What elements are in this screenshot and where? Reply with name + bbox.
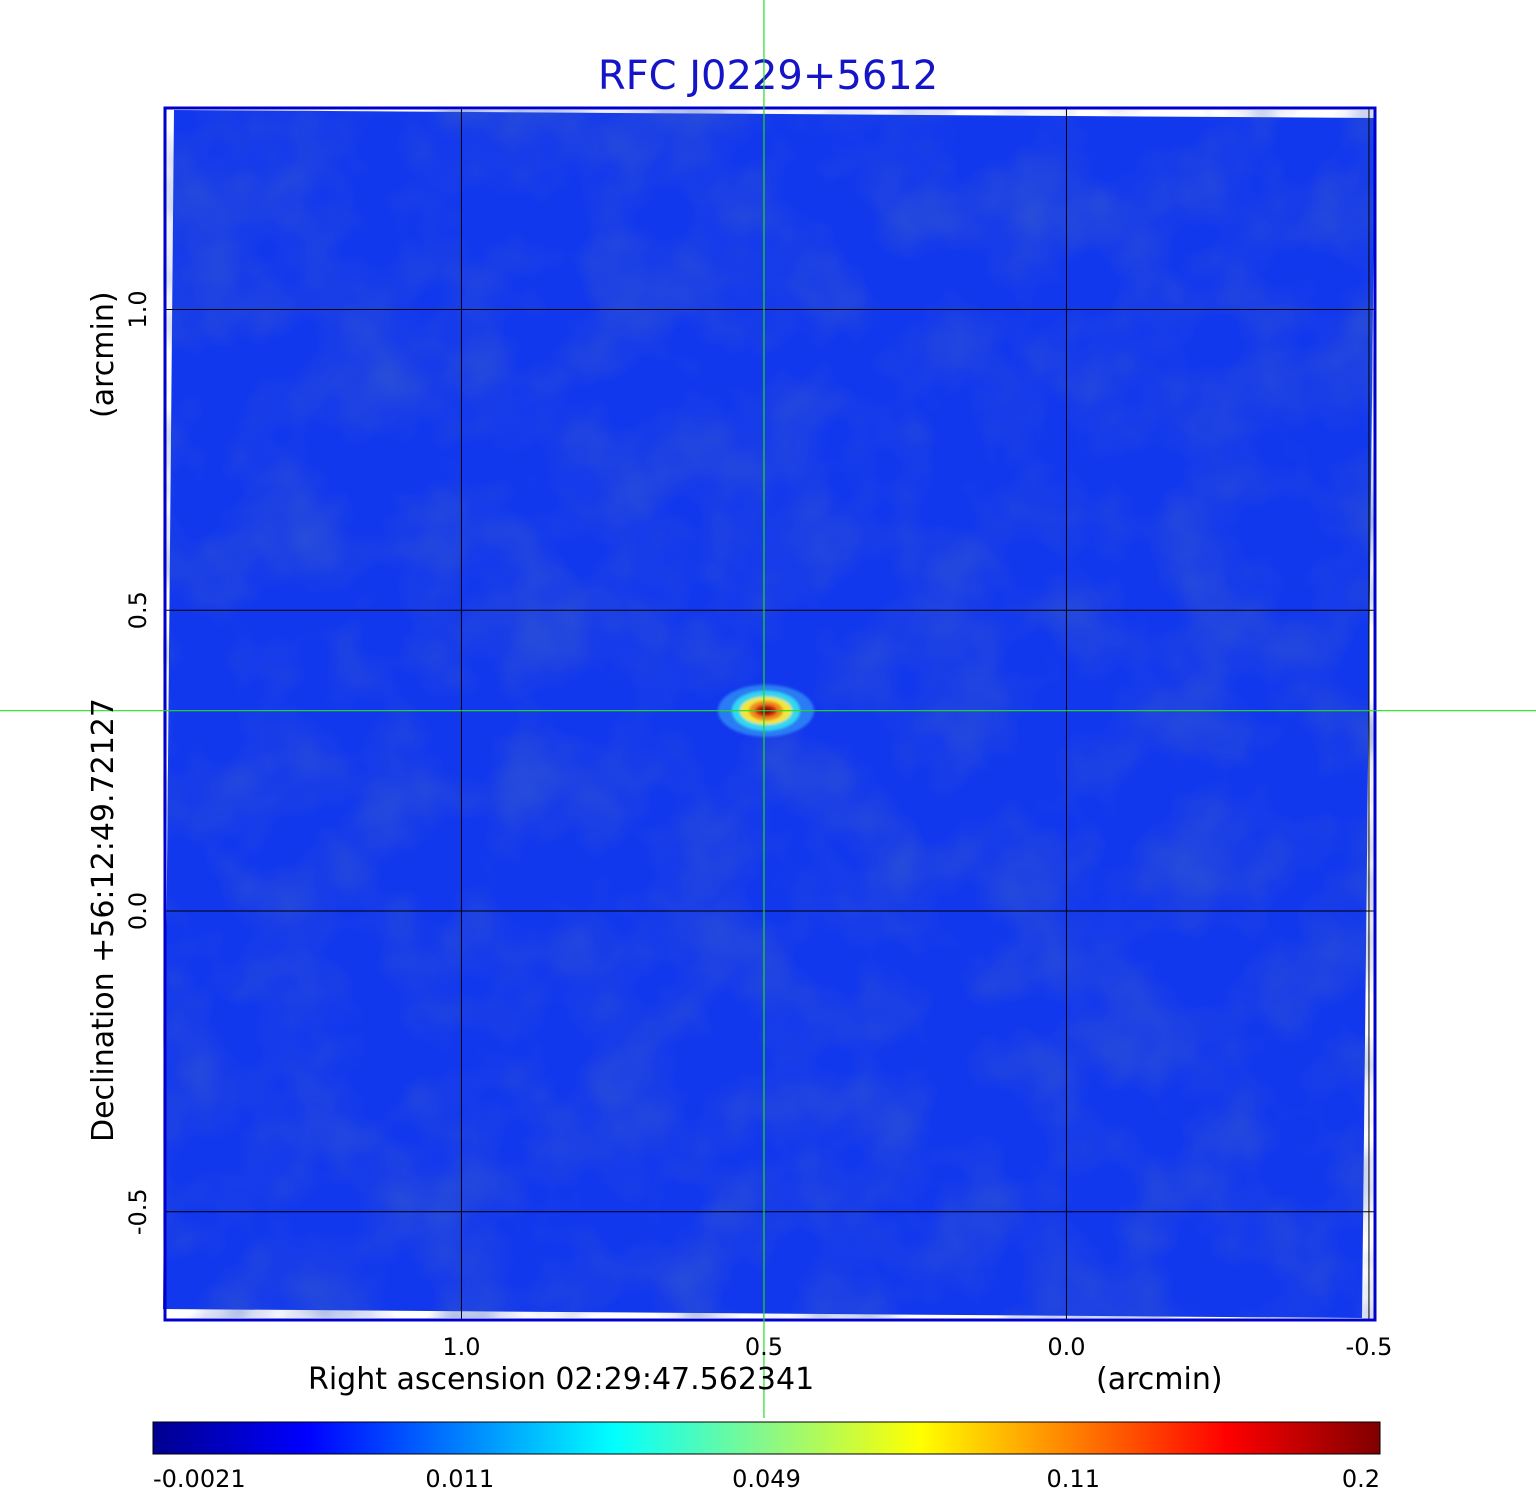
x-axis-unit: (arcmin): [1096, 1362, 1223, 1397]
plot-frame: [163, 106, 1377, 1322]
y-tick-label: 1.0: [124, 290, 152, 328]
x-tick-label: -0.5: [1346, 1333, 1393, 1361]
colorbar-tick-labels: -0.0021 0.011 0.049 0.11 0.2: [153, 1465, 1380, 1493]
crosshair: [0, 0, 1536, 1418]
image-area: [163, 110, 1375, 1318]
y-tick-label: 0.0: [124, 892, 152, 930]
colorbar-tick-label: 0.11: [1047, 1465, 1100, 1493]
x-tick-label: 1.0: [442, 1333, 480, 1361]
colorbar: [152, 1421, 1381, 1455]
colorbar-tick-label: -0.0021: [153, 1465, 246, 1493]
x-tick-labels: 1.0 0.5 0.0 -0.5: [442, 1333, 1392, 1361]
y-tick-labels: 1.0 0.5 0.0 -0.5: [124, 290, 152, 1235]
colorbar-tick-label: 0.049: [732, 1465, 801, 1493]
y-axis-unit: (arcmin): [86, 291, 121, 418]
x-tick-label: 0.5: [745, 1333, 783, 1361]
colorbar-tick-label: 0.011: [425, 1465, 494, 1493]
x-axis-label: Right ascension 02:29:47.562341: [308, 1362, 814, 1397]
x-tick-label: 0.0: [1047, 1333, 1085, 1361]
y-tick-label: -0.5: [124, 1188, 152, 1235]
colorbar-tick-label: 0.2: [1342, 1465, 1380, 1493]
y-axis-label: Declination +56:12:49.72127: [86, 698, 121, 1142]
chart-title: RFC J0229+5612: [598, 53, 938, 99]
y-tick-label: 0.5: [124, 591, 152, 629]
